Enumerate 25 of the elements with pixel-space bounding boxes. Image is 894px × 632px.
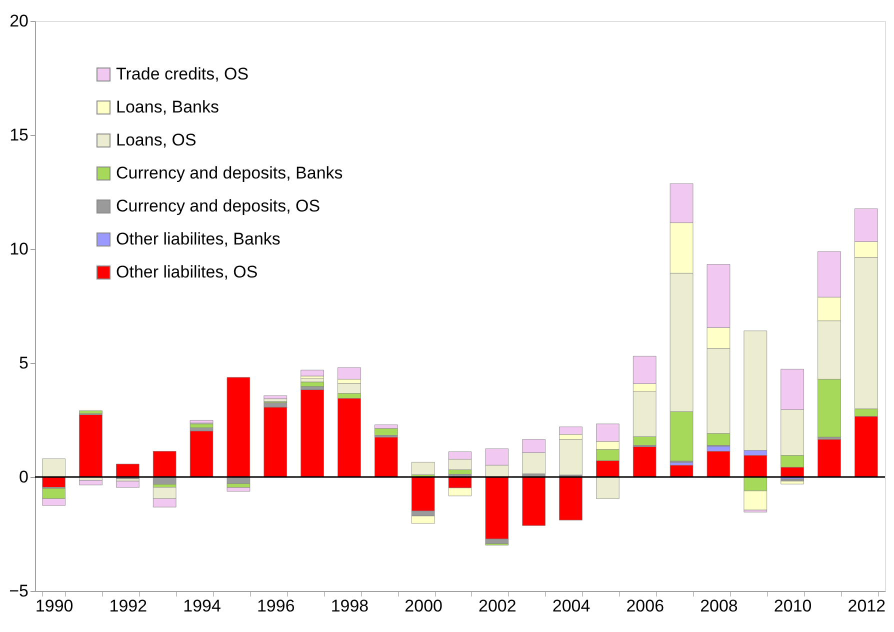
x-tick-label: 1994 — [183, 596, 221, 616]
y-tick-label: −5 — [9, 582, 28, 600]
x-tick-label: 2012 — [848, 596, 886, 616]
legend-label: Other liabilites, Banks — [116, 230, 280, 248]
legend-label: Currency and deposits, OS — [116, 196, 320, 216]
y-tick-label: 5 — [19, 354, 28, 372]
x-tick-label: 2000 — [404, 596, 442, 616]
legend-label: Loans, Banks — [116, 98, 220, 116]
x-tick-label: 1998 — [330, 596, 369, 616]
legend-label: Loans, OS — [116, 130, 196, 150]
x-tick-label: 1996 — [256, 596, 295, 616]
x-tick-label: 2010 — [774, 596, 812, 616]
x-tick-label: 1990 — [35, 596, 74, 616]
y-tick-label: 10 — [10, 240, 28, 258]
legend-label: Trade credits, OS — [116, 64, 249, 84]
x-tick-label: 1992 — [109, 596, 148, 616]
x-tick-label: 2002 — [478, 596, 516, 616]
y-tick-label: 20 — [10, 12, 28, 30]
legend-label: Currency and deposits, Banks — [116, 164, 343, 182]
legend-label: Other liabilites, OS — [116, 262, 258, 282]
x-tick-label: 2006 — [626, 596, 664, 616]
x-tick-label: 2004 — [552, 596, 590, 616]
y-tick-label: 0 — [19, 468, 28, 486]
x-tick-label: 2008 — [700, 596, 738, 616]
y-tick-label: 15 — [10, 126, 28, 144]
